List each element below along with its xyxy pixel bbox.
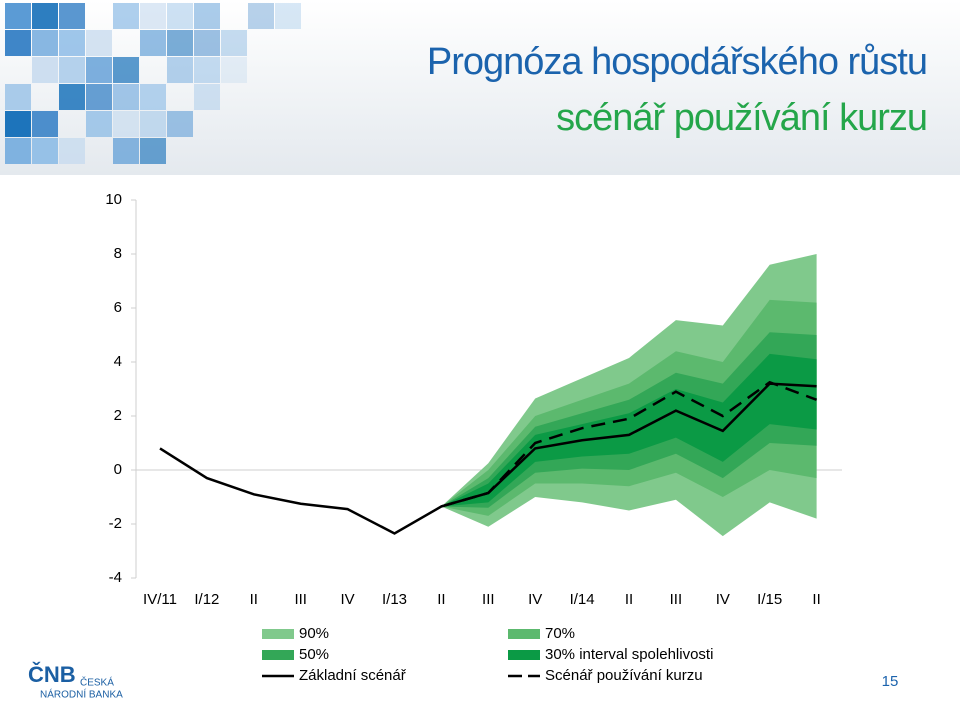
mosaic-tile (248, 3, 274, 29)
slide-title: Prognóza hospodářského růstu (427, 41, 927, 83)
mosaic-tile (5, 30, 31, 56)
mosaic-tile (86, 111, 112, 137)
mosaic-tile (275, 3, 301, 29)
line-series (441, 380, 818, 508)
mosaic-tile (59, 3, 85, 29)
mosaic-tile (167, 111, 193, 137)
mosaic-tile (86, 84, 112, 110)
y-tick-label: 10 (105, 191, 122, 208)
x-tick-label: II (437, 591, 445, 608)
mosaic-tile (32, 111, 58, 137)
mosaic-tile (32, 138, 58, 164)
legend: 90% 70% 50% 30% interval spolehlivosti Zákla… (262, 625, 713, 684)
mosaic-tile (86, 57, 112, 83)
x-tick-label: IV/11 (143, 591, 177, 608)
x-tick-label: II (625, 591, 633, 608)
mosaic-tile (140, 84, 166, 110)
y-tick-label: 4 (114, 353, 122, 370)
mosaic-tile (5, 84, 31, 110)
mosaic-tile (113, 111, 139, 137)
x-tick-label: III (482, 591, 495, 608)
mosaic-tile (140, 3, 166, 29)
logo-text: NÁRODNÍ BANKA (40, 688, 123, 701)
mosaic-tile (140, 30, 166, 56)
y-tick-label: -4 (109, 569, 122, 586)
x-tick-label: IV (528, 591, 542, 608)
mosaic-tile (5, 138, 31, 164)
mosaic-tile (59, 30, 85, 56)
mosaic-tile (194, 3, 220, 29)
mosaic-tile (167, 30, 193, 56)
x-tick-label: IV (716, 591, 730, 608)
mosaic-tile (140, 138, 166, 164)
legend-swatch (508, 650, 540, 660)
legend-label: Základní scénář (299, 667, 407, 684)
mosaic-tile (167, 57, 193, 83)
mosaic (5, 3, 301, 164)
mosaic-tile (113, 84, 139, 110)
page-number: 15 (882, 673, 899, 690)
legend-swatch (508, 629, 540, 639)
mosaic-tile (140, 111, 166, 137)
x-tick-label: II (250, 591, 258, 608)
legend-label: 70% (545, 625, 575, 642)
y-tick-label: -2 (109, 515, 122, 532)
logo-text: ČESKÁ (80, 676, 114, 689)
y-tick-label: 6 (114, 299, 122, 316)
mosaic-tile (167, 3, 193, 29)
legend-label: Scénář používání kurzu (545, 667, 703, 684)
mosaic-tile (59, 57, 85, 83)
slide-subtitle: scénář používání kurzu (556, 97, 927, 139)
mosaic-tile (5, 111, 31, 137)
mosaic-tile (32, 30, 58, 56)
x-tick-label: I/12 (194, 591, 219, 608)
mosaic-tile (59, 84, 85, 110)
x-tick-label: I/14 (570, 591, 595, 608)
x-tick-label: I/13 (382, 591, 407, 608)
mosaic-tile (194, 30, 220, 56)
mosaic-tile (86, 30, 112, 56)
y-tick-label: 8 (114, 245, 122, 262)
legend-label: 30% interval spolehlivosti (545, 646, 713, 663)
y-tick-label: 2 (114, 407, 122, 424)
x-tick-label: III (294, 591, 307, 608)
mosaic-tile (113, 3, 139, 29)
mosaic-tile (113, 57, 139, 83)
legend-swatch (262, 629, 294, 639)
mosaic-tile (113, 138, 139, 164)
logo-mark: ČNB (28, 662, 76, 687)
y-tick-label: 0 (114, 461, 122, 478)
mosaic-tile (221, 30, 247, 56)
x-tick-label: II (812, 591, 820, 608)
x-tick-label: I/15 (757, 591, 782, 608)
mosaic-tile (194, 84, 220, 110)
mosaic-tile (59, 138, 85, 164)
mosaic-tile (32, 3, 58, 29)
legend-swatch (262, 650, 294, 660)
x-tick-label: III (670, 591, 683, 608)
legend-label: 90% (299, 625, 329, 642)
x-tick-label: IV (341, 591, 355, 608)
legend-label: 50% (299, 646, 329, 663)
mosaic-tile (221, 57, 247, 83)
mosaic-tile (32, 57, 58, 83)
interval-band (441, 353, 817, 507)
mosaic-tile (5, 3, 31, 29)
mosaic-tile (194, 57, 220, 83)
